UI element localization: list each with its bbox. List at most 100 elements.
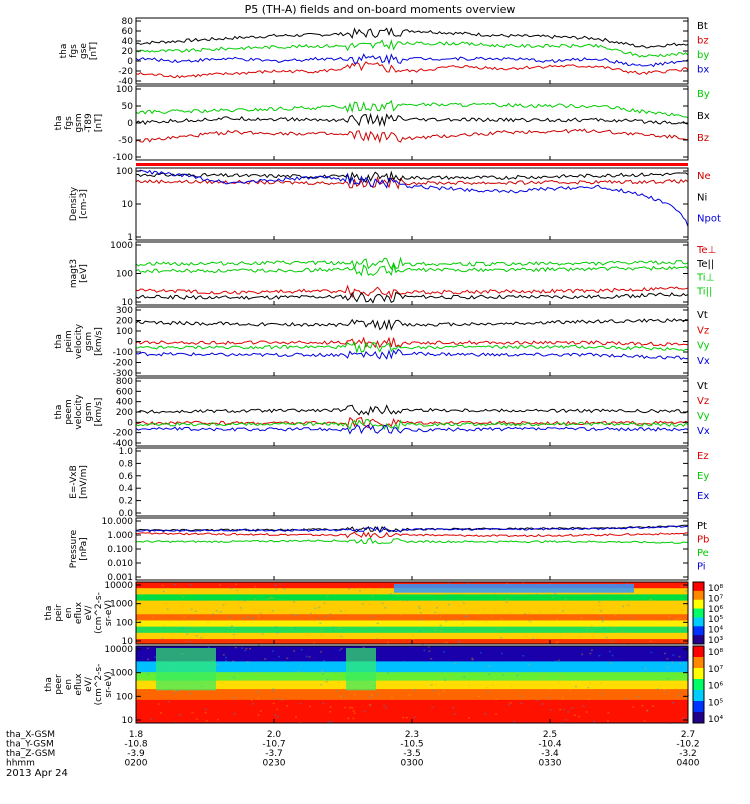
spectrogram-speckle xyxy=(564,719,567,721)
spectrogram-speckle xyxy=(452,706,455,709)
spectrogram-speckle xyxy=(486,687,489,689)
footer-value: -10.4 xyxy=(538,740,562,750)
spectrogram-speckle xyxy=(684,585,687,588)
spectrogram-speckle xyxy=(454,662,457,665)
y-tick-label: 10000 xyxy=(104,645,133,655)
ylabel-line: en xyxy=(64,679,74,690)
spectrogram-speckle xyxy=(174,689,177,692)
panel-ylabel: tha fgs gse [nT] xyxy=(59,42,99,60)
series-line-By xyxy=(135,99,689,119)
spectrogram-speckle xyxy=(332,626,335,628)
spectrogram-speckle xyxy=(320,629,323,632)
spectrogram-speckle xyxy=(434,629,437,631)
colorbar-segment xyxy=(693,582,704,592)
spectrogram-speckle xyxy=(600,616,603,618)
spectrogram-speckle xyxy=(620,618,623,620)
spectrogram-speckle xyxy=(574,685,577,688)
spectrogram-speckle xyxy=(325,591,328,593)
spectrogram-speckle xyxy=(437,693,440,696)
colorbar-frame xyxy=(692,581,705,645)
colorbar-label: 10⁷ xyxy=(708,665,723,675)
spectrogram-speckle xyxy=(466,582,469,584)
spectrogram-speckle xyxy=(445,620,448,622)
footer-value: -10.5 xyxy=(400,740,423,750)
spectrogram-speckle xyxy=(274,584,277,587)
spectrogram-speckle xyxy=(341,695,344,697)
spectrogram-speckle xyxy=(532,637,535,640)
spectrogram-speckle xyxy=(276,708,279,711)
panel-frame xyxy=(135,306,689,377)
spectrogram-speckle xyxy=(428,650,431,652)
panel-frame xyxy=(135,377,689,447)
legend-label: Ez xyxy=(697,451,709,462)
spectrogram-speckle xyxy=(182,595,185,598)
spectrogram-speckle xyxy=(402,660,405,663)
spectrogram-speckle xyxy=(547,696,550,699)
spectrogram-speckle xyxy=(524,635,527,638)
y-tick-label: 0 xyxy=(127,418,133,428)
spectrogram-speckle xyxy=(362,626,365,628)
spectrogram-speckle xyxy=(649,599,652,601)
ylabel-line: tha xyxy=(59,44,69,59)
ylabel-line: eflux xyxy=(74,673,84,696)
spectrogram-speckle xyxy=(381,602,384,605)
y-tick-label: -50 xyxy=(118,136,133,146)
spectrogram-speckle xyxy=(596,661,599,663)
y-tick-label: 10 xyxy=(122,716,134,726)
spectrogram-speckle xyxy=(376,622,379,625)
ylabel-line: en xyxy=(64,607,74,618)
panel-frame xyxy=(135,241,689,306)
footer-value: -3.7 xyxy=(265,749,283,759)
spectrogram-speckle xyxy=(171,632,174,634)
spectrogram-speckle xyxy=(535,637,538,639)
spectrogram-speckle xyxy=(215,610,218,612)
y-tick-label: -100 xyxy=(113,348,134,358)
spectrogram-speckle xyxy=(423,649,426,652)
spectrogram-speckle xyxy=(243,679,246,681)
chart-title: P5 (TH-A) fields and on-board moments ov… xyxy=(245,3,516,16)
y-tick-label: 10.000 xyxy=(102,517,134,527)
spectrogram-speckle xyxy=(458,604,461,607)
ylabel-line: [mV/m] xyxy=(79,465,89,499)
spectrogram-speckle xyxy=(181,605,184,608)
spectrogram-speckle xyxy=(590,624,593,627)
spectrogram-speckle xyxy=(376,692,379,695)
footer-row-label: tha_X-GSM xyxy=(6,730,55,740)
ylabel-line: peem xyxy=(64,399,74,425)
legend-label: Pt xyxy=(697,521,707,532)
spectrogram-speckle xyxy=(271,650,274,652)
spectrogram-speckle xyxy=(349,706,352,709)
spectrogram-band xyxy=(136,680,688,690)
spectrogram-speckle xyxy=(528,612,531,614)
spectrogram-speckle xyxy=(185,627,188,630)
series-line-Bz xyxy=(135,128,689,144)
spectrogram-speckle xyxy=(500,652,503,655)
spectrogram-speckle xyxy=(633,668,636,671)
spectrogram-speckle xyxy=(500,637,503,639)
spectrogram-speckle xyxy=(578,635,581,638)
footer-value: -3.9 xyxy=(127,749,145,759)
spectrogram-band xyxy=(136,594,688,602)
spectrogram-patch xyxy=(394,584,634,593)
series-line-Vx xyxy=(135,348,689,360)
spectrogram-band xyxy=(136,689,688,701)
spectrogram-speckle xyxy=(165,602,168,604)
y-tick-label: 0 xyxy=(127,338,133,348)
spectrogram-speckle xyxy=(368,603,371,606)
ylabel-line: sr-eV) xyxy=(104,671,114,697)
legend-label: Pb xyxy=(697,535,709,546)
spectrogram-speckle xyxy=(382,586,385,589)
legend-label: Ey xyxy=(697,471,709,482)
ylabel-line: (cm^2-s- xyxy=(94,592,104,634)
spectrogram-speckle xyxy=(487,673,490,676)
spectrogram-speckle xyxy=(682,630,685,632)
spectrogram-speckle xyxy=(229,616,232,618)
series-line-Vt xyxy=(135,318,689,331)
spectrogram-band xyxy=(136,626,688,634)
spectrogram-speckle xyxy=(329,710,332,713)
spectrogram-speckle xyxy=(340,648,343,650)
ylabel-line: [eV] xyxy=(79,264,89,283)
spectrogram-speckle xyxy=(430,658,433,660)
